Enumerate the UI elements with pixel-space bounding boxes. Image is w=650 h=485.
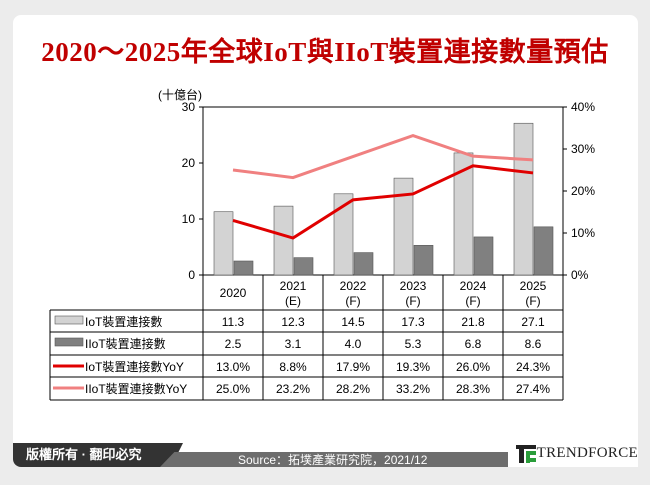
legend-swatch: [54, 337, 84, 347]
legend-label: IoT裝置連接數: [85, 314, 162, 329]
bar-iiot: [293, 257, 314, 276]
copyright-label: 版權所有 · 翻印必究: [13, 443, 183, 467]
data-label: 12.3: [281, 315, 305, 329]
y2-tick-label: 0%: [571, 268, 589, 282]
data-label: 8.6: [525, 337, 542, 351]
footer-bar: [160, 452, 520, 467]
data-label: 14.5: [341, 315, 365, 329]
data-label: 25.0%: [216, 382, 250, 396]
legend-label: IIoT裝置連接數: [85, 336, 166, 351]
category-label: (F): [465, 294, 480, 308]
bar-iot: [393, 177, 414, 276]
category-label: (F): [345, 294, 360, 308]
category-label: 2020: [220, 286, 247, 300]
legend-swatch: [54, 315, 84, 325]
y-tick-label: 10: [182, 212, 196, 226]
data-label: 28.3%: [456, 382, 490, 396]
data-label: 23.2%: [276, 382, 310, 396]
bar-iot: [333, 193, 354, 276]
y2-tick-label: 30%: [571, 142, 595, 156]
data-label: 4.0: [345, 337, 362, 351]
data-label: 3.1: [285, 337, 302, 351]
data-label: 19.3%: [396, 360, 430, 374]
bar-iiot: [473, 236, 494, 276]
category-label: 2021: [280, 279, 307, 293]
y-tick-label: 0: [188, 268, 195, 282]
data-label: 17.9%: [336, 360, 370, 374]
bar-iiot: [413, 245, 434, 276]
data-label: 26.0%: [456, 360, 490, 374]
bar-iot: [513, 122, 534, 276]
data-label: 21.8: [461, 315, 485, 329]
chart-title: 2020～2025年全球IoT與IIoT裝置連接數量預估: [41, 37, 609, 67]
data-label: 24.3%: [516, 360, 550, 374]
line-iot-yoy: [232, 164, 534, 240]
bar-iiot: [353, 252, 374, 276]
bar-iot: [273, 205, 294, 276]
category-label: 2023: [400, 279, 427, 293]
category-label: (E): [285, 294, 301, 308]
data-label: 27.1: [521, 315, 545, 329]
trendforce-logo-icon: [516, 444, 536, 463]
data-label: 27.4%: [516, 382, 550, 396]
data-label: 5.3: [405, 337, 422, 351]
category-label: (F): [525, 294, 540, 308]
y2-tick-label: 20%: [571, 184, 595, 198]
trendforce-logo: TrendForce: [508, 440, 638, 467]
legend-label: IoT裝置連接數YoY: [85, 359, 184, 374]
line-iiot-yoy: [232, 133, 534, 180]
category-label: 2024: [460, 279, 487, 293]
y-tick-label: 20: [182, 156, 196, 170]
category-label: 2025: [520, 279, 547, 293]
category-label: (F): [405, 294, 420, 308]
category-label: 2022: [340, 279, 367, 293]
y-tick-label: 30: [182, 100, 196, 114]
bar-iot: [213, 211, 234, 276]
bar-iiot: [233, 260, 254, 276]
brand-name: TrendForce: [536, 445, 638, 461]
data-label: 13.0%: [216, 360, 250, 374]
data-label: 8.8%: [279, 360, 307, 374]
data-label: 33.2%: [396, 382, 430, 396]
y2-tick-label: 10%: [571, 226, 595, 240]
legend-label: IIoT裝置連接數YoY: [85, 381, 187, 396]
data-label: 28.2%: [336, 382, 370, 396]
plot-area: [202, 106, 564, 276]
source-label: Source：拓墣產業研究院，2021/12: [238, 453, 428, 467]
data-label: 6.8: [465, 337, 482, 351]
data-label: 17.3: [401, 315, 425, 329]
data-label: 2.5: [225, 337, 242, 351]
y2-tick-label: 40%: [571, 100, 595, 114]
data-label: 11.3: [222, 315, 245, 329]
bar-iiot: [533, 226, 554, 276]
y-axis-unit: (十億台): [158, 88, 202, 102]
